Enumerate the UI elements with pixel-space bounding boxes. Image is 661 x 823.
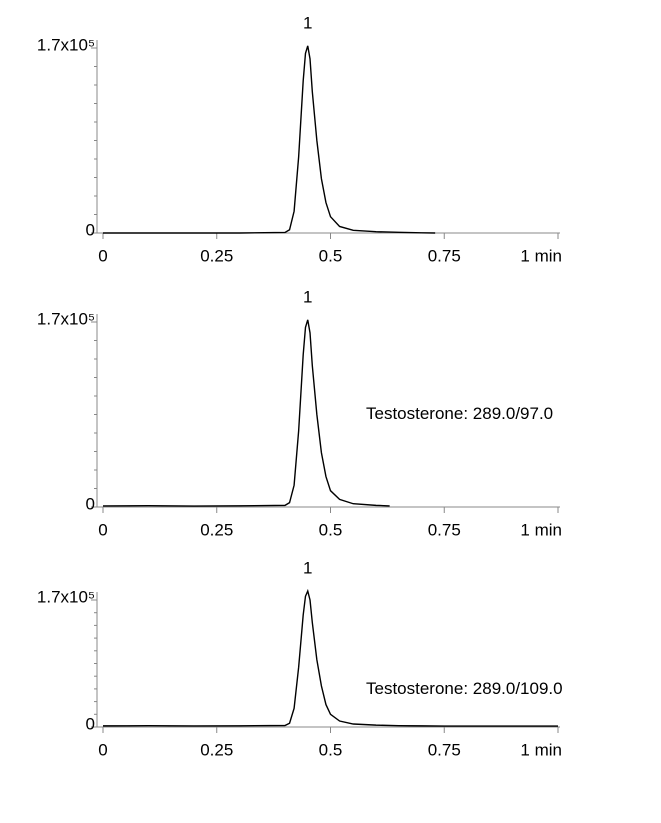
x-tick-label: 0 bbox=[98, 740, 107, 759]
annotation: Testosterone: 289.0/109.0 bbox=[366, 679, 563, 698]
x-tick-label: 0 bbox=[98, 520, 107, 539]
x-tick-label: 0.5 bbox=[319, 246, 343, 265]
x-tick-label: 0.25 bbox=[200, 740, 233, 759]
y-tick-label: 1.7x10⁵ bbox=[37, 309, 95, 328]
x-tick-label: 1 min bbox=[520, 246, 562, 265]
annotation: Testosterone: 289.0/97.0 bbox=[366, 404, 553, 423]
trace bbox=[103, 45, 436, 234]
y-tick-label: 1.7x10⁵ bbox=[37, 587, 95, 606]
peak-label: 1 bbox=[303, 559, 312, 578]
trace bbox=[102, 319, 390, 507]
peak-label: 1 bbox=[303, 13, 312, 32]
trace bbox=[102, 588, 558, 727]
peak-label: 1 bbox=[303, 287, 312, 306]
x-tick-label: 0.75 bbox=[428, 246, 461, 265]
x-tick-label: 0.75 bbox=[428, 520, 461, 539]
y-tick-label: 1.7x10⁵ bbox=[37, 35, 95, 54]
x-tick-label: 0.25 bbox=[200, 246, 233, 265]
x-tick-label: 0 bbox=[98, 246, 107, 265]
y-tick-label: 0 bbox=[86, 494, 95, 513]
x-tick-label: 0.25 bbox=[200, 520, 233, 539]
x-tick-label: 0.5 bbox=[319, 740, 343, 759]
x-tick-label: 1 min bbox=[520, 740, 562, 759]
y-tick-label: 0 bbox=[86, 714, 95, 733]
y-tick-label: 0 bbox=[86, 220, 95, 239]
x-tick-label: 1 min bbox=[520, 520, 562, 539]
x-tick-label: 0.5 bbox=[319, 520, 343, 539]
x-tick-label: 0.75 bbox=[428, 740, 461, 759]
